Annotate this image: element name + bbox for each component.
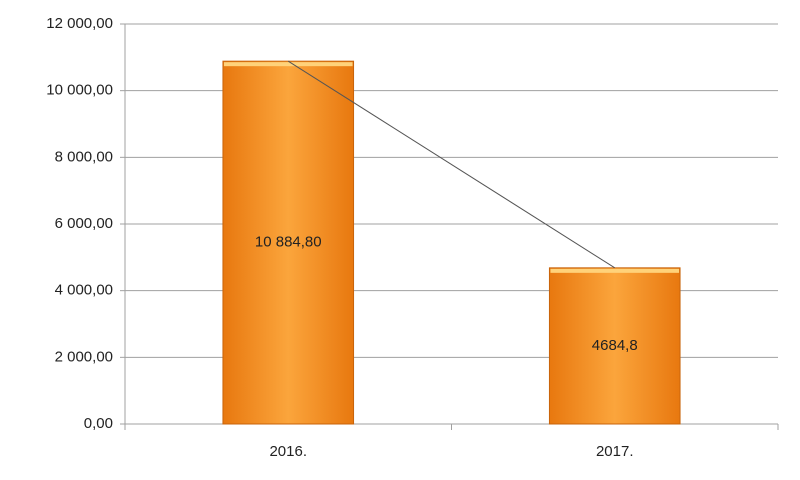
y-tick-label: 6 000,00: [55, 215, 113, 232]
y-tick-label: 2 000,00: [55, 348, 113, 365]
y-tick-label: 4 000,00: [55, 282, 113, 299]
bar-top: [223, 62, 353, 67]
value-label: 10 884,80: [255, 234, 322, 251]
x-tick-label: 2016.: [269, 443, 307, 460]
x-tick-label: 2017.: [596, 443, 634, 460]
trend-line: [287, 60, 616, 269]
value-label: 4684,8: [592, 337, 638, 354]
y-tick-label: 10 000,00: [46, 82, 113, 99]
y-tick-label: 8 000,00: [55, 148, 113, 165]
y-tick-label: 12 000,00: [46, 15, 113, 32]
bar-top: [550, 268, 680, 273]
y-tick-label: 0,00: [84, 415, 113, 432]
